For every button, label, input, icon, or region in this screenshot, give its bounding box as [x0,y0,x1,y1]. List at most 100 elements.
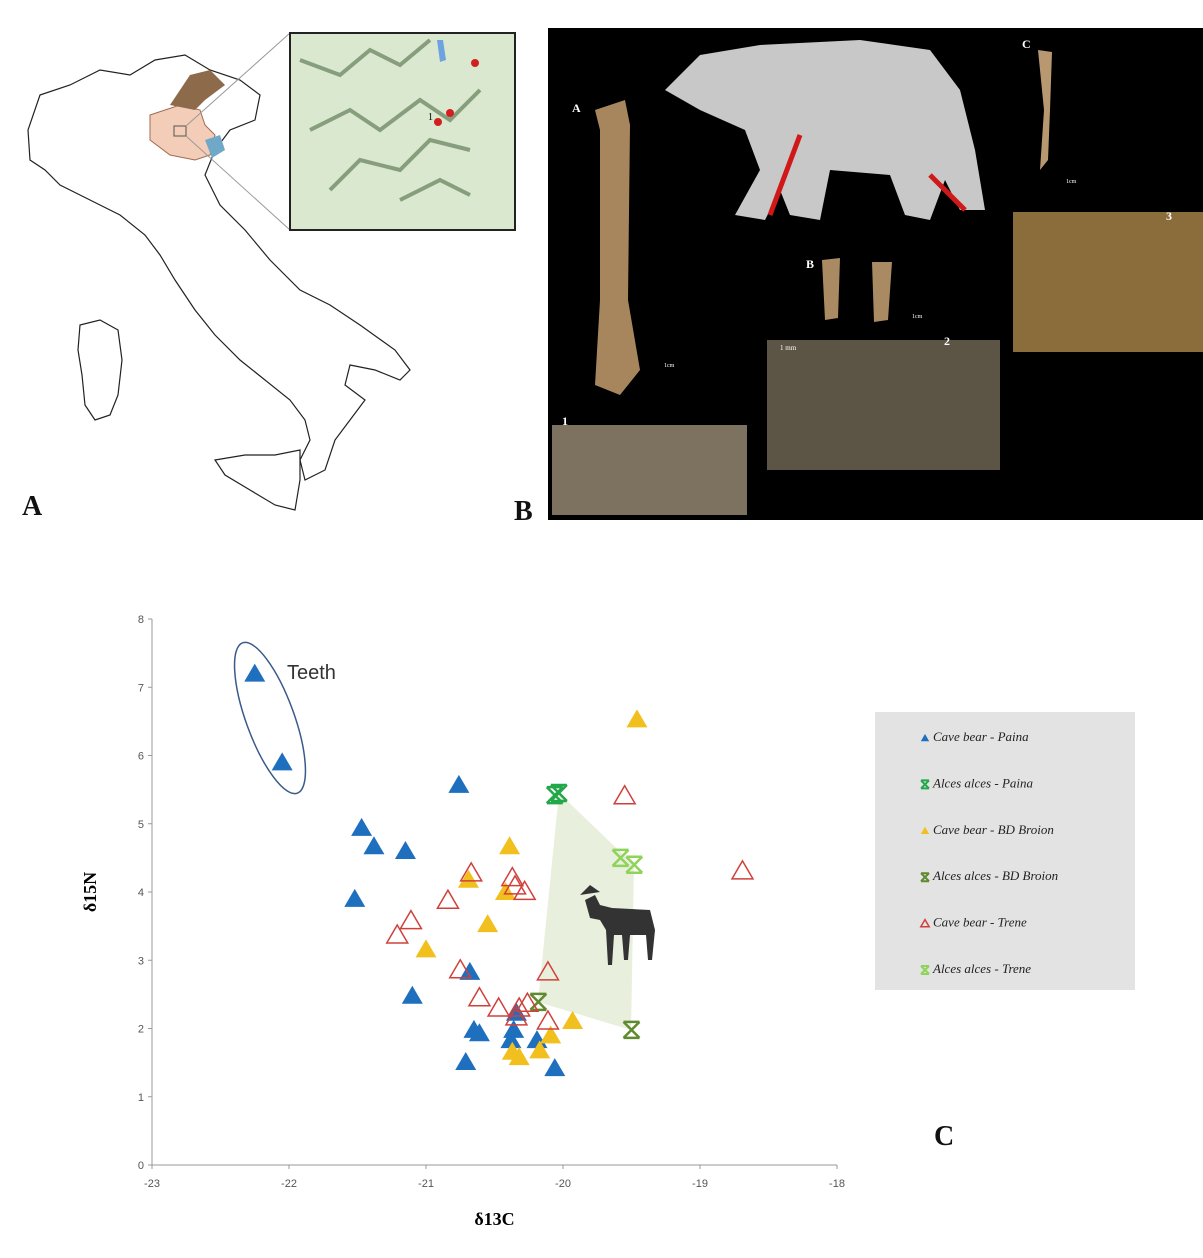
legend-marker [920,734,930,742]
scale-label: 1cm [664,363,675,369]
x-marker [625,855,644,874]
legend-marker [920,779,930,790]
sardinia-outline [77,319,123,421]
micro-photo-1 [552,425,747,515]
triangle-marker [459,961,481,980]
y-tick-label: 7 [138,682,144,694]
inset-relief [299,38,482,202]
legend-label: Cave bear - Trene [933,915,1027,930]
triangle-marker [536,1009,560,1030]
triangle-marker [351,817,373,836]
legend-label: Alces alces - Trene [932,961,1031,976]
triangle-marker [244,663,266,682]
site-marker [446,109,454,117]
triangle-marker [504,1005,529,1026]
triangle-marker [455,1051,477,1070]
moose-silhouette [580,885,655,965]
photo-label: 2 [944,334,950,348]
legend-label: Alces alces - Paina [932,775,1033,790]
legend-marker [919,918,931,928]
scale-label: 1 mm [780,344,797,352]
y-tick-label: 0 [138,1160,144,1172]
triangle-marker [540,1025,562,1044]
panel-label: C [934,1121,954,1152]
triangle-marker [459,861,484,882]
y-tick-label: 4 [138,887,144,899]
photo-label: A [572,101,581,115]
triangle-marker [486,996,511,1017]
triangle-marker [562,1010,584,1029]
x-marker [550,783,568,803]
micro-photo-3 [1013,212,1203,352]
photo-label: 3 [1166,209,1172,223]
triangle-marker [271,752,293,771]
triangle-marker [730,859,755,880]
x-marker [611,848,630,868]
scale-label: 1cm [912,314,923,320]
map-panel: 1 A [22,32,516,522]
italy-outline [27,54,411,481]
bone-c [1038,50,1052,170]
y-tick-label: 6 [138,751,144,763]
triangle-marker [344,888,366,907]
panel-label: B [514,496,533,527]
triangle-marker [507,996,531,1017]
x-tick-label: -20 [555,1178,571,1190]
y-tick-label: 3 [138,955,144,967]
legend-marker [920,826,930,834]
triangle-marker [526,1030,548,1049]
triangle-marker [515,991,540,1012]
triangle-marker [626,709,648,728]
triangle-marker [448,958,473,979]
site-marker [471,59,479,67]
triangle-marker [503,1019,525,1038]
legend-box [875,712,1135,990]
triangle-marker [385,923,410,944]
triangle-marker [529,1040,551,1059]
x-tick-label: -22 [281,1178,297,1190]
panel-label: A [22,491,43,522]
y-tick-label: 8 [138,614,144,626]
x-marker [529,992,548,1012]
bone-highlight [767,134,967,216]
photo-label: B [806,257,814,271]
triangle-marker [503,874,527,895]
triangle-marker [536,960,560,981]
triangle-marker [499,836,521,855]
triangle-marker [512,879,537,901]
triangle-marker [399,909,423,930]
triangle-marker [612,784,637,805]
triangle-marker [468,1023,490,1042]
triangle-marker [457,869,479,888]
triangle-marker [544,1058,566,1077]
site-label: 1 [428,112,433,123]
veneto-region [149,104,216,161]
sicily-outline [213,449,301,511]
inset-lake [437,40,446,62]
annotation: Teeth [287,662,336,684]
legend-label: Alces alces - BD Broion [932,868,1058,883]
x-marker [622,1020,641,1040]
lagoon [205,135,225,158]
triangle-marker [363,836,385,855]
triangle-marker [500,1030,522,1049]
teeth-ellipse [233,641,307,795]
zoom-line [185,135,291,231]
alps-relief [170,70,225,110]
triangle-marker [448,774,470,793]
triangle-marker [508,1047,530,1066]
triangle-marker [436,888,460,909]
bone-a [595,100,640,395]
site-marker [434,118,442,126]
legend-label: Cave bear - Paina [933,729,1029,744]
location-box [173,125,187,137]
y-tick-label: 1 [138,1092,144,1104]
triangle-marker [477,914,499,933]
photo-label: 1 [562,414,568,428]
alces-range [538,793,634,1030]
triangle-marker [467,986,492,1007]
y-tick-label: 5 [138,819,144,831]
scale-label: 1cm [1066,179,1077,185]
legend-marker [920,965,930,975]
x-tick-label: -18 [829,1178,845,1190]
